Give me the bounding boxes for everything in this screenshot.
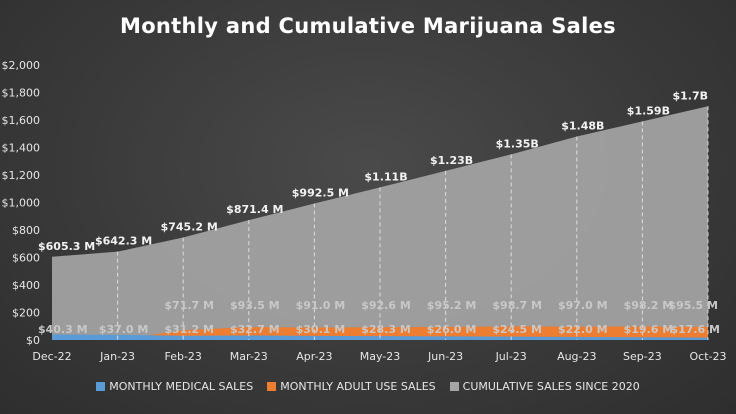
y-tick--1-600: $1,600 xyxy=(2,114,41,127)
label-adult-use-may-23: $92.6 M xyxy=(361,299,411,312)
x-tick-jun-23: Jun-23 xyxy=(427,350,463,363)
x-tick-mar-23: Mar-23 xyxy=(230,350,268,363)
label-cumulative-may-23: $1.11B xyxy=(364,170,407,183)
label-cumulative-dec-22: $605.3 M xyxy=(38,240,95,253)
y-tick--1-200: $1,200 xyxy=(2,169,41,182)
label-cumulative-jul-23: $1.35B xyxy=(496,137,539,150)
x-tick-apr-23: Apr-23 xyxy=(296,350,332,363)
label-cumulative-mar-23: $871.4 M xyxy=(226,203,283,216)
y-tick--600: $600 xyxy=(12,252,40,265)
chart-title: Monthly and Cumulative Marijuana Sales xyxy=(120,14,616,38)
label-adult-use-mar-23: $93.5 M xyxy=(230,299,280,312)
y-tick--1-000: $1,000 xyxy=(2,197,41,210)
y-axis-ticks: $0 $200 $400 $600 $800 $1,000 $1,200 $1,400 $1,6… xyxy=(2,59,41,347)
label-medical-jan-23: $37.0 M xyxy=(99,323,149,336)
label-cumulative-feb-23: $745.2 M xyxy=(161,221,218,234)
legend-label-medical: MONTHLY MEDICAL SALES xyxy=(109,380,254,393)
label-cumulative-jan-23: $642.3 M xyxy=(95,235,152,248)
label-adult-use-oct-23: $95.5 M xyxy=(668,299,718,312)
label-cumulative-aug-23: $1.48B xyxy=(561,120,604,133)
legend-swatch-cumulative xyxy=(449,382,459,391)
legend-item-medical: MONTHLY MEDICAL SALES xyxy=(96,380,253,393)
data-labels: $605.3 M $642.3 M $745.2 M $871.4 M $992.5 M… xyxy=(38,89,720,336)
legend: MONTHLY MEDICAL SALES MONTHLY ADULT USE … xyxy=(0,380,736,393)
y-tick--0: $0 xyxy=(26,334,40,347)
label-medical-jun-23: $26.0 M xyxy=(427,323,477,336)
x-tick-oct-23: Oct-23 xyxy=(690,350,727,363)
x-tick-may-23: May-23 xyxy=(360,350,401,363)
legend-swatch-medical xyxy=(96,382,106,391)
legend-item-cumulative: CUMULATIVE SALES SINCE 2020 xyxy=(449,380,640,393)
label-cumulative-oct-23: $1.7B xyxy=(672,89,708,102)
legend-label-cumulative: CUMULATIVE SALES SINCE 2020 xyxy=(462,380,640,393)
legend-label-adult-use: MONTHLY ADULT USE SALES xyxy=(280,380,436,393)
label-medical-may-23: $28.3 M xyxy=(361,323,411,336)
label-medical-aug-23: $22.0 M xyxy=(558,323,608,336)
drop-lines xyxy=(117,106,709,340)
label-adult-use-jul-23: $98.7 M xyxy=(492,299,542,312)
y-tick--1-400: $1,400 xyxy=(2,142,41,155)
legend-item-adult-use: MONTHLY ADULT USE SALES xyxy=(267,380,436,393)
y-tick--400: $400 xyxy=(12,279,40,292)
label-medical-feb-23: $31.2 M xyxy=(164,323,214,336)
y-tick--2-000: $2,000 xyxy=(2,59,41,72)
label-cumulative-apr-23: $992.5 M xyxy=(292,187,349,200)
x-axis-ticks: Dec-22 Jan-23 Feb-23 Mar-23 Apr-23 May-23 Jun-… xyxy=(32,350,726,363)
x-tick-feb-23: Feb-23 xyxy=(164,350,201,363)
label-adult-use-aug-23: $97.0 M xyxy=(558,299,608,312)
label-medical-dec-22: $40.3 M xyxy=(38,323,88,336)
x-tick-sep-23: Sep-23 xyxy=(623,350,662,363)
x-tick-dec-22: Dec-22 xyxy=(32,350,71,363)
label-medical-jul-23: $24.5 M xyxy=(492,323,542,336)
y-tick--800: $800 xyxy=(12,224,40,237)
label-adult-use-feb-23: $71.7 M xyxy=(164,299,214,312)
label-cumulative-jun-23: $1.23B xyxy=(430,154,473,167)
x-tick-aug-23: Aug-23 xyxy=(557,350,596,363)
label-adult-use-sep-23: $98.2 M xyxy=(624,299,674,312)
label-adult-use-apr-23: $91.0 M xyxy=(296,299,346,312)
label-medical-sep-23: $19.6 M xyxy=(624,323,674,336)
label-medical-oct-23: $17.6 M xyxy=(670,323,720,336)
legend-swatch-adult-use xyxy=(267,382,277,391)
x-tick-jul-23: Jul-23 xyxy=(495,350,527,363)
y-tick--200: $200 xyxy=(12,307,40,320)
label-adult-use-jun-23: $95.2 M xyxy=(427,299,477,312)
label-medical-mar-23: $32.7 M xyxy=(230,323,280,336)
label-medical-apr-23: $30.1 M xyxy=(296,323,346,336)
label-cumulative-sep-23: $1.59B xyxy=(627,104,670,117)
x-tick-jan-23: Jan-23 xyxy=(99,350,135,363)
y-tick--1-800: $1,800 xyxy=(2,87,41,100)
